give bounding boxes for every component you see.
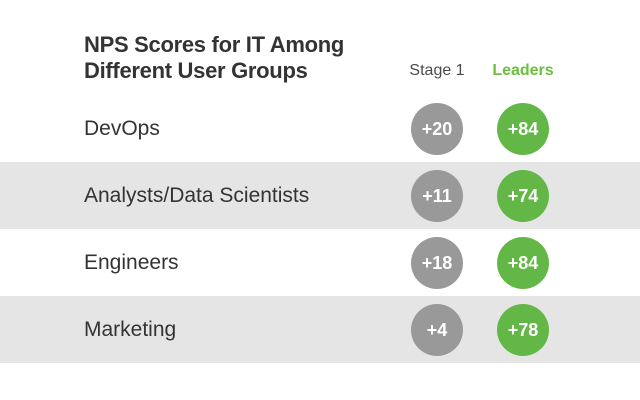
- column-header-stage-1: Stage 1: [409, 62, 465, 79]
- table-row-engineers: Engineers +18 +84: [0, 229, 640, 296]
- table-row-analysts-data-scientists: Analysts/Data Scientists +11 +74: [0, 162, 640, 229]
- table-row-devops: DevOps +20 +84: [0, 95, 640, 162]
- stage-1-score-badge: +11: [411, 170, 463, 222]
- row-label: Engineers: [84, 251, 179, 274]
- row-label: Analysts/Data Scientists: [84, 184, 310, 207]
- stage-1-score-badge: +18: [411, 237, 463, 289]
- leaders-score-badge: +78: [497, 304, 549, 356]
- leaders-score-badge: +84: [497, 103, 549, 155]
- leaders-score-badge: +84: [497, 237, 549, 289]
- column-header-leaders: Leaders: [492, 62, 554, 79]
- leaders-score-badge: +74: [497, 170, 549, 222]
- stage-1-score-badge: +20: [411, 103, 463, 155]
- stage-1-score-badge: +4: [411, 304, 463, 356]
- row-label: Marketing: [84, 318, 177, 341]
- chart-title-line-2: Different User Groups: [84, 58, 308, 83]
- row-label: DevOps: [84, 117, 160, 140]
- table-row-marketing: Marketing +4 +78: [0, 296, 640, 363]
- chart-title-line-1: NPS Scores for IT Among: [84, 32, 344, 57]
- nps-table: DevOps +20 +84 Analysts/Data Scientists …: [0, 95, 640, 363]
- chart-title: NPS Scores for IT Among Different User G…: [84, 32, 384, 84]
